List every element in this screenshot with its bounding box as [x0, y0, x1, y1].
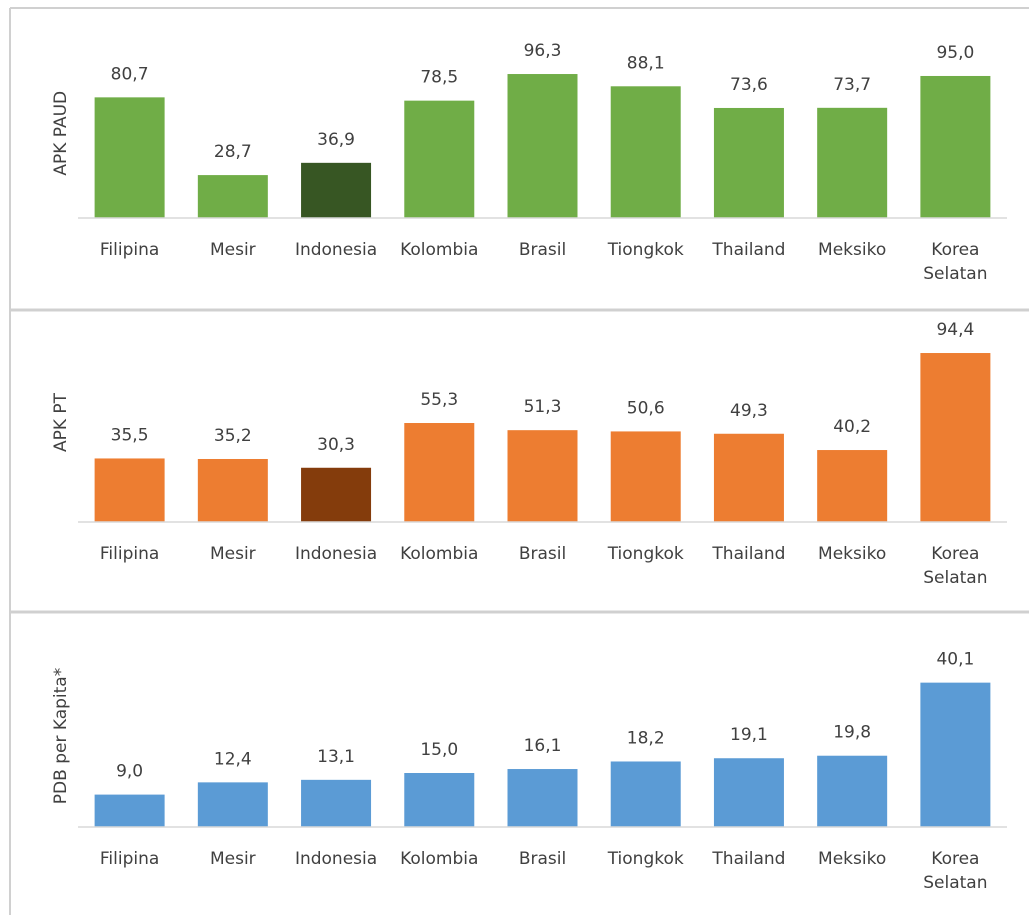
- value-label: 35,5: [111, 425, 149, 445]
- bar: [404, 423, 475, 522]
- value-label: 35,2: [214, 426, 252, 446]
- bar: [301, 467, 372, 522]
- x-tick-label: Mesir: [209, 849, 256, 869]
- x-tick-label: Mesir: [209, 240, 256, 260]
- bar: [507, 769, 578, 827]
- x-tick-label: Brasil: [518, 240, 567, 260]
- bar: [817, 107, 888, 218]
- bar: [197, 458, 268, 522]
- x-tick-label: Brasil: [518, 544, 567, 564]
- value-label: 73,7: [833, 75, 871, 95]
- x-tick-label: Kolombia: [400, 849, 479, 869]
- value-label: 28,7: [214, 142, 252, 162]
- x-tick-label: Indonesia: [294, 240, 378, 260]
- x-tick-label: Filipina: [99, 240, 160, 260]
- bar: [817, 755, 888, 827]
- value-label: 49,3: [730, 401, 768, 421]
- value-label: 55,3: [420, 390, 458, 410]
- bar: [301, 779, 372, 827]
- bar: [920, 75, 991, 218]
- bar: [920, 353, 991, 522]
- value-label: 88,1: [627, 53, 665, 73]
- value-label: 73,6: [730, 75, 768, 95]
- bar: [507, 74, 578, 219]
- value-label: 13,1: [317, 747, 355, 767]
- x-tick-label: Meksiko: [818, 849, 887, 869]
- y-axis-label: APK PAUD: [51, 91, 71, 176]
- bar: [404, 100, 475, 218]
- value-label: 94,4: [936, 320, 974, 340]
- value-label: 15,0: [420, 740, 458, 760]
- x-tick-label: Tiongkok: [607, 544, 684, 564]
- value-label: 96,3: [524, 41, 562, 61]
- bar: [610, 431, 681, 522]
- bar: [404, 773, 475, 827]
- x-tick-label: Filipina: [99, 544, 160, 564]
- bar: [507, 430, 578, 522]
- x-tick-label: Korea Selatan: [923, 849, 988, 893]
- value-label: 80,7: [111, 64, 149, 84]
- x-tick-label: Kolombia: [400, 544, 479, 564]
- value-label: 40,2: [833, 417, 871, 437]
- value-label: 19,1: [730, 725, 768, 745]
- bar: [94, 794, 165, 827]
- bar: [610, 86, 681, 218]
- x-tick-label: Indonesia: [294, 849, 378, 869]
- x-tick-label: Tiongkok: [607, 849, 684, 869]
- bar: [713, 433, 784, 522]
- bar: [301, 162, 372, 218]
- bar: [610, 761, 681, 827]
- value-label: 12,4: [214, 749, 252, 769]
- value-label: 51,3: [524, 397, 562, 417]
- x-tick-label: Kolombia: [400, 240, 479, 260]
- x-tick-label: Mesir: [209, 544, 256, 564]
- x-tick-label: Tiongkok: [607, 240, 684, 260]
- bar: [197, 782, 268, 827]
- value-label: 78,5: [420, 68, 458, 88]
- value-label: 19,8: [833, 723, 871, 743]
- bar: [920, 682, 991, 827]
- x-tick-label: Korea Selatan: [923, 544, 988, 588]
- bar: [817, 450, 888, 522]
- value-label: 50,6: [627, 398, 665, 418]
- value-label: 30,3: [317, 435, 355, 455]
- value-label: 40,1: [936, 650, 974, 670]
- bar: [94, 97, 165, 218]
- value-label: 95,0: [936, 43, 974, 63]
- x-tick-label: Thailand: [712, 849, 786, 869]
- x-tick-label: Thailand: [712, 544, 786, 564]
- value-label: 36,9: [317, 130, 355, 150]
- bar: [94, 458, 165, 522]
- bar: [713, 758, 784, 827]
- x-tick-label: Thailand: [712, 240, 786, 260]
- bar: [713, 107, 784, 218]
- x-tick-label: Brasil: [518, 849, 567, 869]
- value-label: 9,0: [116, 762, 143, 782]
- value-label: 16,1: [524, 736, 562, 756]
- value-label: 18,2: [627, 728, 665, 748]
- bar: [197, 175, 268, 218]
- y-axis-label: APK PT: [51, 392, 71, 452]
- x-tick-label: Meksiko: [818, 240, 887, 260]
- y-axis-label: PDB per Kapita*: [51, 668, 71, 804]
- x-tick-label: Indonesia: [294, 544, 378, 564]
- x-tick-label: Korea Selatan: [923, 240, 988, 284]
- x-tick-label: Meksiko: [818, 544, 887, 564]
- x-tick-label: Filipina: [99, 849, 160, 869]
